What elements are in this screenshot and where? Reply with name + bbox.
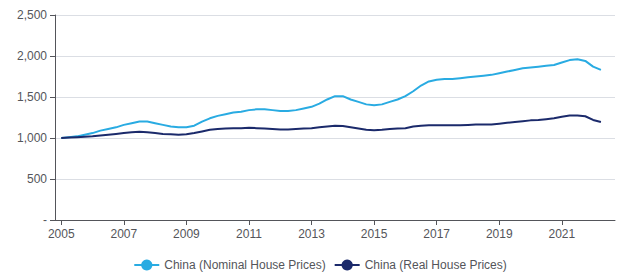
svg-text:2,500: 2,500 <box>17 8 47 22</box>
svg-text:500: 500 <box>27 172 47 186</box>
svg-text:2011: 2011 <box>236 227 262 241</box>
svg-text:2019: 2019 <box>486 227 513 241</box>
svg-text:2017: 2017 <box>423 227 450 241</box>
svg-text:China (Nominal House Prices): China (Nominal House Prices) <box>164 258 325 272</box>
svg-text:2,000: 2,000 <box>17 49 47 63</box>
svg-text:2021: 2021 <box>548 227 575 241</box>
svg-text:1,000: 1,000 <box>17 131 47 145</box>
svg-text:2007: 2007 <box>110 227 137 241</box>
svg-text:2015: 2015 <box>361 227 388 241</box>
svg-text:2009: 2009 <box>173 227 200 241</box>
svg-text:-: - <box>43 213 47 227</box>
svg-text:China (Real House Prices): China (Real House Prices) <box>365 258 507 272</box>
svg-text:1,500: 1,500 <box>17 90 47 104</box>
svg-text:2005: 2005 <box>48 227 75 241</box>
svg-text:2013: 2013 <box>298 227 325 241</box>
